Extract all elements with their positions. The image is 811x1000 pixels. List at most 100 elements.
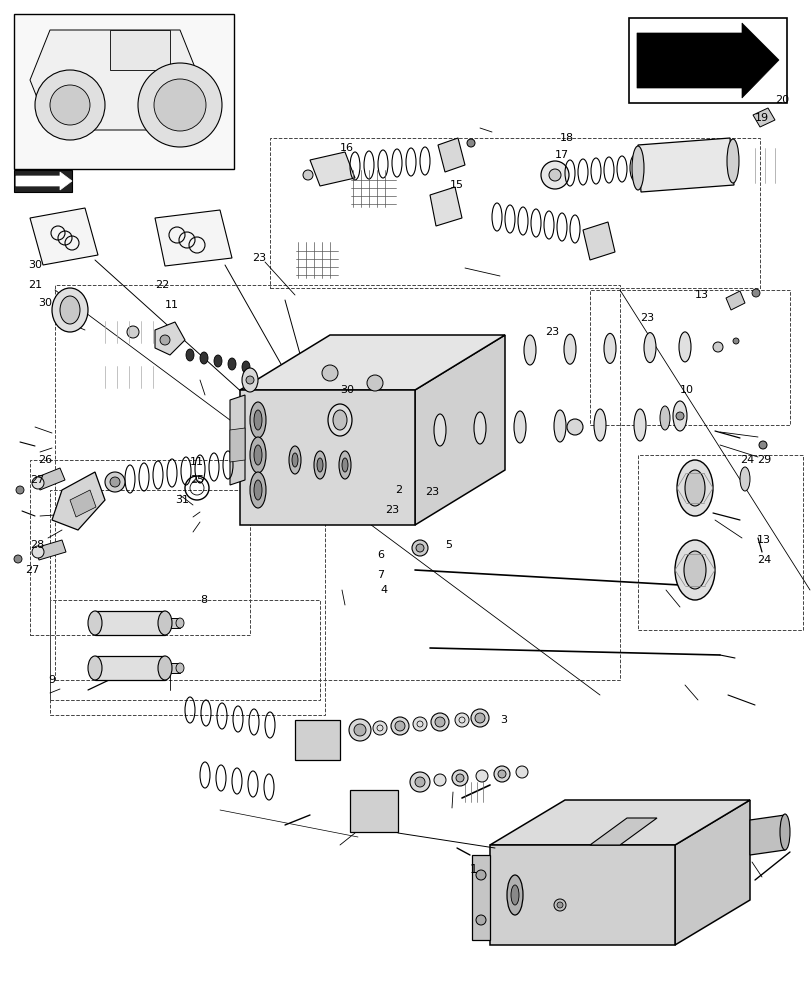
Circle shape — [105, 472, 125, 492]
Circle shape — [14, 555, 22, 563]
Polygon shape — [636, 23, 778, 98]
Ellipse shape — [683, 551, 705, 589]
Text: 13: 13 — [694, 290, 708, 300]
Text: 17: 17 — [554, 150, 569, 160]
Circle shape — [127, 326, 139, 338]
Ellipse shape — [474, 412, 486, 444]
Ellipse shape — [739, 467, 749, 491]
Polygon shape — [155, 210, 232, 266]
Text: 13: 13 — [756, 535, 770, 545]
Text: 18: 18 — [560, 133, 573, 143]
Text: 1: 1 — [470, 863, 478, 876]
Text: 23: 23 — [639, 313, 654, 323]
Polygon shape — [240, 390, 414, 525]
Text: 8: 8 — [200, 595, 207, 605]
Polygon shape — [35, 540, 66, 560]
Polygon shape — [430, 187, 461, 226]
Ellipse shape — [631, 146, 643, 190]
Text: 31: 31 — [175, 495, 189, 505]
Text: 19: 19 — [754, 113, 768, 123]
Polygon shape — [230, 395, 245, 485]
Ellipse shape — [594, 409, 605, 441]
Ellipse shape — [289, 446, 301, 474]
Ellipse shape — [176, 663, 184, 673]
Circle shape — [410, 772, 430, 792]
Text: 26: 26 — [38, 455, 52, 465]
Ellipse shape — [338, 451, 350, 479]
Circle shape — [452, 770, 467, 786]
Text: 30: 30 — [340, 385, 354, 395]
Circle shape — [515, 766, 527, 778]
Circle shape — [246, 376, 254, 384]
Circle shape — [566, 419, 582, 435]
Ellipse shape — [328, 404, 351, 436]
Polygon shape — [582, 222, 614, 260]
Ellipse shape — [228, 358, 236, 370]
Circle shape — [414, 777, 424, 787]
Ellipse shape — [510, 885, 518, 905]
Ellipse shape — [254, 445, 262, 465]
Circle shape — [497, 770, 505, 778]
Circle shape — [303, 170, 312, 180]
Bar — [50, 600, 320, 700]
Bar — [350, 790, 397, 832]
Circle shape — [394, 721, 405, 731]
Polygon shape — [310, 152, 354, 186]
Ellipse shape — [242, 368, 258, 392]
Circle shape — [553, 899, 565, 911]
Text: 28: 28 — [30, 540, 44, 550]
Circle shape — [433, 774, 445, 786]
Circle shape — [354, 724, 366, 736]
Text: 21: 21 — [28, 280, 42, 290]
Ellipse shape — [214, 355, 221, 367]
Circle shape — [758, 441, 766, 449]
Bar — [294, 720, 340, 760]
Circle shape — [322, 365, 337, 381]
Polygon shape — [489, 845, 674, 945]
Text: 23: 23 — [251, 253, 266, 263]
Ellipse shape — [52, 288, 88, 332]
Ellipse shape — [158, 611, 172, 635]
Text: 24: 24 — [756, 555, 770, 565]
Ellipse shape — [250, 472, 266, 508]
Text: 24: 24 — [739, 455, 753, 465]
Ellipse shape — [250, 437, 266, 473]
Polygon shape — [240, 335, 504, 390]
Text: 23: 23 — [544, 327, 559, 337]
Text: 5: 5 — [444, 540, 452, 550]
Polygon shape — [35, 468, 65, 490]
Ellipse shape — [659, 406, 669, 430]
Bar — [30, 460, 250, 635]
Polygon shape — [590, 818, 656, 845]
Ellipse shape — [254, 410, 262, 430]
Ellipse shape — [676, 460, 712, 516]
Ellipse shape — [483, 336, 496, 366]
Ellipse shape — [186, 349, 194, 361]
Ellipse shape — [292, 453, 298, 467]
Ellipse shape — [433, 414, 445, 446]
Circle shape — [32, 477, 44, 489]
Circle shape — [712, 342, 722, 352]
Circle shape — [466, 139, 474, 147]
Ellipse shape — [506, 875, 522, 915]
Bar — [14, 170, 72, 192]
Polygon shape — [30, 208, 98, 265]
Ellipse shape — [341, 458, 348, 472]
Circle shape — [676, 412, 683, 420]
Polygon shape — [165, 618, 180, 628]
Ellipse shape — [200, 352, 208, 364]
Text: 25: 25 — [190, 475, 204, 485]
Circle shape — [32, 546, 44, 558]
Text: 4: 4 — [380, 585, 387, 595]
Circle shape — [548, 169, 560, 181]
Polygon shape — [95, 611, 165, 635]
Circle shape — [751, 289, 759, 297]
Ellipse shape — [633, 409, 646, 441]
Polygon shape — [637, 138, 733, 192]
Ellipse shape — [250, 402, 266, 438]
Ellipse shape — [158, 656, 172, 680]
Polygon shape — [489, 800, 749, 845]
Polygon shape — [749, 815, 784, 855]
Circle shape — [454, 713, 469, 727]
Circle shape — [540, 161, 569, 189]
